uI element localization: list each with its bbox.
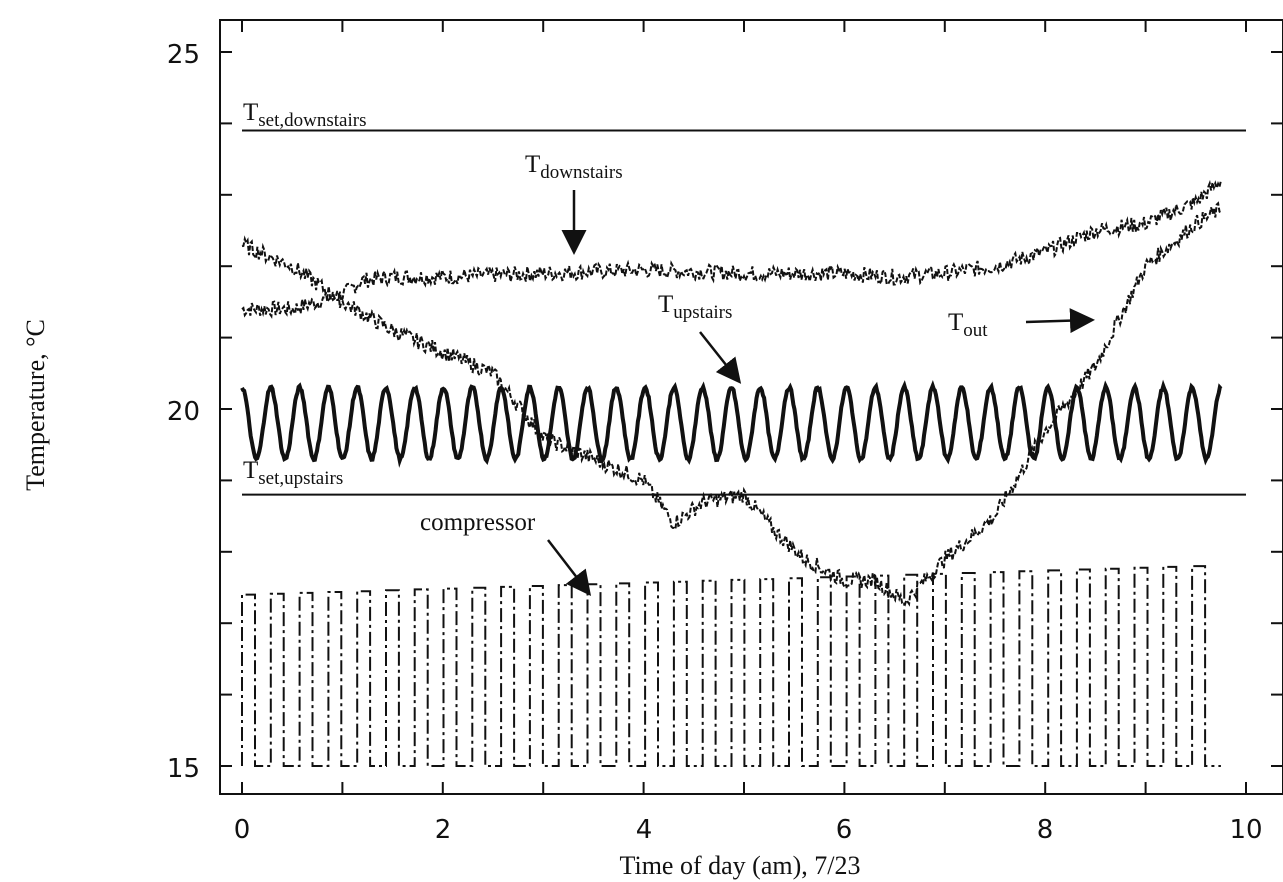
x-axis-title: Time of day (am), 7/23 [620, 851, 861, 880]
t-upstairs-arrow [699, 331, 742, 384]
series-t-out [241, 201, 1222, 607]
t-set-downstairs-sub: set,downstairs [258, 110, 366, 131]
x-tick-label-0: 0 [234, 815, 251, 845]
t-set-upstairs-main: T [243, 457, 258, 484]
series-compressor [241, 565, 1221, 767]
annotation-compressor: compressor [420, 509, 592, 596]
t-upstairs-main: T [658, 291, 673, 318]
x-tick-label-10: 10 [1229, 815, 1262, 845]
x-tick-label-2: 2 [435, 815, 452, 845]
series-t-upstairs [240, 379, 1223, 468]
plot-frame [219, 19, 1283, 795]
svg-text:Tset,downstairs: Tset,downstairs [243, 99, 366, 131]
compressor-label: compressor [420, 509, 536, 536]
compressor-arrow [547, 539, 592, 596]
y-tick-label-25: 25 [167, 40, 200, 70]
y-tick-marks [220, 51, 1283, 767]
t-downstairs-sub: downstairs [540, 162, 622, 183]
t-out-arrow [1025, 308, 1095, 334]
y-axis-title: Temperature, °C [21, 319, 50, 491]
svg-text:Tupstairs: Tupstairs [658, 291, 732, 323]
annotation-t-downstairs: Tdownstairs [525, 151, 623, 255]
y-tick-label-20: 20 [167, 397, 200, 427]
t-set-downstairs-main: T [243, 99, 258, 126]
t-downstairs-main: T [525, 151, 540, 178]
annotation-t-out: Tout [948, 308, 1095, 341]
svg-text:Tdownstairs: Tdownstairs [525, 151, 623, 183]
svg-text:Tset,upstairs: Tset,upstairs [243, 457, 343, 489]
x-tick-label-8: 8 [1037, 815, 1054, 845]
t-out-sub: out [963, 320, 988, 341]
annotation-t-upstairs: Tupstairs [658, 291, 742, 384]
annotation-t-set-upstairs: Tset,upstairs [243, 457, 343, 489]
series-t-downstairs [241, 179, 1222, 319]
t-upstairs-sub: upstairs [673, 302, 732, 323]
y-tick-label-15: 15 [167, 754, 200, 784]
x-tick-marks [241, 20, 1247, 794]
svg-text:Tout: Tout [948, 309, 988, 341]
t-out-main: T [948, 309, 963, 336]
x-tick-label-6: 6 [836, 815, 853, 845]
annotation-t-set-downstairs: Tset,downstairs [243, 99, 366, 131]
t-set-upstairs-sub: set,upstairs [258, 468, 343, 489]
series-layer [240, 129, 1246, 767]
x-tick-label-4: 4 [636, 815, 653, 845]
